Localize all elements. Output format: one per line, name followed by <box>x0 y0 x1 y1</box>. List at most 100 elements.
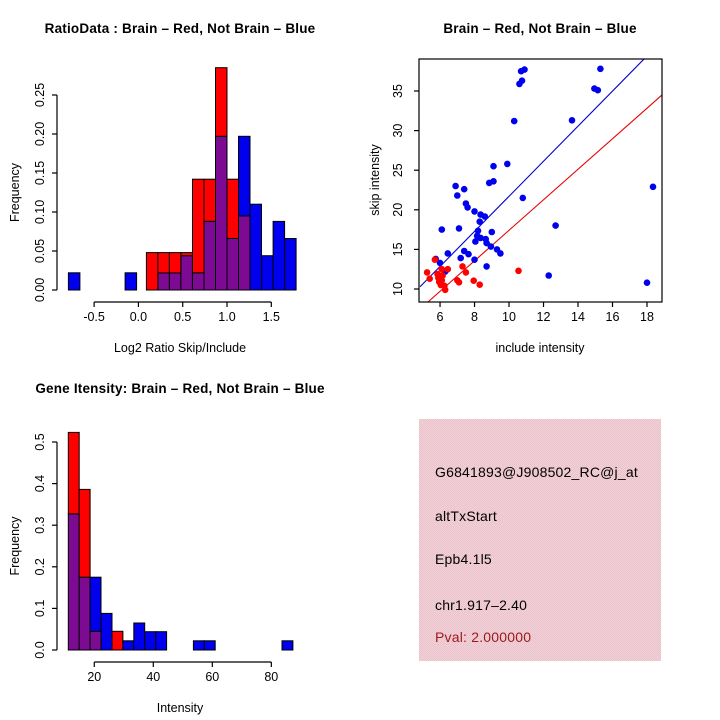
scatter-point-blue <box>457 254 464 262</box>
y-tick-label: 0.5 <box>33 433 47 450</box>
hist-bar-segment <box>215 67 228 137</box>
intensity-scatter-panel: 6 8 10 12 14 16 18 10 15 20 25 30 35 Brain – Red, Not… <box>368 21 663 355</box>
hist-bar-segment <box>203 640 216 651</box>
x-tick-label: 12 <box>537 310 551 324</box>
scatter-point-blue <box>471 256 478 264</box>
hist-bar-segment <box>226 178 239 239</box>
scatter-point-blue <box>597 65 604 73</box>
scatter-point-blue <box>464 204 471 211</box>
hist-bar-segment <box>78 488 91 578</box>
scatter-point-red <box>431 256 439 264</box>
y-tick-label: 0.25 <box>33 83 47 107</box>
x-axis-label: include intensity <box>496 341 586 355</box>
scatter-point-red <box>438 265 446 273</box>
y-tick-label: 0.05 <box>33 239 47 263</box>
hist-bar-segment <box>192 272 205 291</box>
probe-id-text: G6841893@J908502_RC@j_at <box>435 464 638 480</box>
scatter-point-blue <box>436 259 444 267</box>
hist-bar-segment <box>155 631 168 651</box>
y-tick-label: 0.0 <box>33 641 47 658</box>
scatter-point-blue <box>490 162 497 170</box>
axes <box>52 94 272 307</box>
splice-type-text: altTxStart <box>435 508 497 524</box>
scatter-point-red <box>462 269 470 276</box>
y-tick-label: 0.10 <box>33 200 47 224</box>
hist-bar-segment <box>281 640 294 651</box>
hist-bar-segment <box>203 178 216 222</box>
x-tick-label: 80 <box>264 670 278 684</box>
hist-bar-segment <box>203 220 216 291</box>
hist-bar-segment <box>215 135 228 291</box>
scatter-point-blue <box>483 263 490 270</box>
hist-bar-segment <box>111 630 124 651</box>
chromosome-location-text: chr1.917–2.40 <box>435 597 528 613</box>
hist-bar-segment <box>78 576 91 651</box>
hist-bar-segment <box>67 272 81 291</box>
hist-bar-segment <box>124 272 138 291</box>
y-tick-label: 0.20 <box>33 122 47 146</box>
scatter-point-blue <box>521 66 528 73</box>
scatter-point-blue <box>455 225 463 232</box>
hist-bar-segment <box>144 631 157 651</box>
scatter-point-blue <box>472 238 479 245</box>
hist-bar-segment <box>180 252 193 257</box>
scatter-point-blue <box>481 213 489 220</box>
axes <box>414 90 648 307</box>
x-tick-label: 60 <box>205 670 219 684</box>
hist-bar-segment <box>67 431 80 515</box>
chart-title: RatioData : Brain – Red, Not Brain – Blu… <box>45 21 316 36</box>
y-tick-label: 0.2 <box>33 558 47 575</box>
x-axis-label: Log2 Ratio Skip/Include <box>114 341 246 355</box>
x-tick-label: 18 <box>640 310 654 324</box>
hist-bar-segment <box>284 238 297 291</box>
chart-title: Brain – Red, Not Brain – Blue <box>443 21 637 36</box>
scatter-point-blue <box>474 227 482 235</box>
hist-bar-segment <box>180 255 193 291</box>
ratio-histogram-panel: 0.00 0.05 0.10 0.15 0.20 0.25 -0.5 0.0 0.5 1.0 1.5… <box>8 21 316 355</box>
hist-bar-segment <box>122 640 135 651</box>
hist-bar-segment <box>168 252 182 274</box>
scatter-point-blue <box>476 218 483 225</box>
y-tick-label: 25 <box>391 163 405 177</box>
hist-bar-segment <box>249 203 262 291</box>
x-tick-label: 1.0 <box>218 310 235 324</box>
scatter-point-red <box>441 286 449 294</box>
y-tick-label: 20 <box>391 203 405 217</box>
y-tick-label: 0.3 <box>33 516 47 533</box>
x-tick-label: 1.5 <box>263 310 280 324</box>
y-tick-label: 0.1 <box>33 600 47 617</box>
scatter-point-red <box>444 265 452 273</box>
scatter-point-blue <box>594 86 602 94</box>
hist-bar-segment <box>157 272 170 291</box>
scatter-point-blue <box>643 279 651 287</box>
hist-bar-segment <box>89 576 102 632</box>
scatter-point-blue <box>545 272 552 279</box>
y-axis-label: skip intensity <box>368 143 382 215</box>
y-tick-label: 0.4 <box>33 475 47 492</box>
scatter-point-blue <box>438 226 446 233</box>
plot-box <box>418 58 663 303</box>
fit-line-blue <box>419 58 645 288</box>
hist-bar-segment <box>100 612 113 651</box>
scatter-point-blue <box>497 250 504 257</box>
scatter-point-red <box>423 269 431 276</box>
hist-bar-segment <box>238 135 251 217</box>
scatter-point-red <box>515 267 522 275</box>
hist-bar-segment <box>238 215 251 291</box>
gene-info-panel: G6841893@J908502_RC@j_at altTxStart Epb4… <box>360 360 720 720</box>
scatter-point-blue <box>444 250 452 257</box>
x-tick-label: 14 <box>571 310 585 324</box>
scatter-point-red <box>455 279 463 286</box>
scatter-point-blue <box>518 77 526 84</box>
y-tick-label: 35 <box>391 84 405 98</box>
hist-bar-segment <box>226 238 239 291</box>
y-tick-label: 30 <box>391 124 405 138</box>
x-tick-label: 6 <box>437 310 444 324</box>
histogram-bars <box>67 67 297 291</box>
x-tick-label: 8 <box>471 310 478 324</box>
scatter-point-blue <box>490 178 497 185</box>
scatter-point-blue <box>454 192 461 199</box>
x-tick-label: 0.5 <box>174 310 191 324</box>
x-tick-label: 10 <box>502 310 516 324</box>
